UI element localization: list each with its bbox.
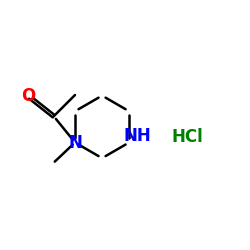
Text: O: O xyxy=(22,87,36,105)
Text: NH: NH xyxy=(124,127,152,145)
Text: N: N xyxy=(68,134,82,152)
Text: HCl: HCl xyxy=(172,128,203,146)
